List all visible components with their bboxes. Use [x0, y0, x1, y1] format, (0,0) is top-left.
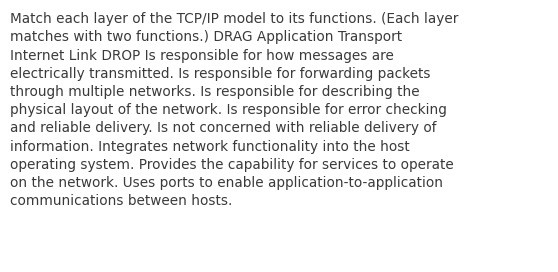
Text: Match each layer of the TCP/IP model to its functions. (Each layer
matches with : Match each layer of the TCP/IP model to … — [10, 12, 459, 208]
